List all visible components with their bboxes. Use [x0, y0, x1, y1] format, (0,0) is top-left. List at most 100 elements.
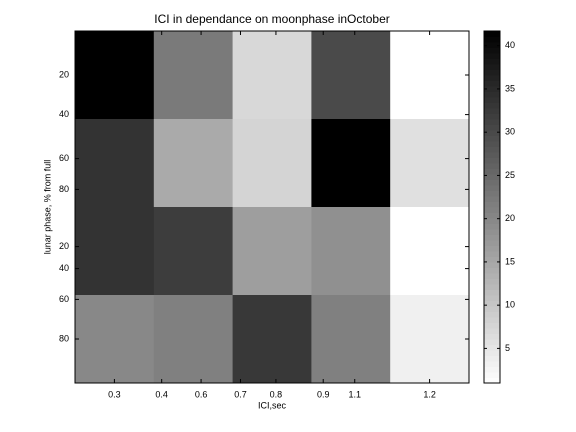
colorbar-step	[484, 289, 500, 296]
heatmap-cell	[75, 31, 155, 120]
colorbar-step	[484, 251, 500, 257]
colorbar-step	[484, 322, 500, 329]
heatmap-cell	[153, 295, 234, 384]
heatmap-cell	[232, 207, 312, 296]
colorbar-step	[484, 317, 500, 323]
x-tick-label: 0.3	[108, 389, 121, 399]
colorbar-step	[484, 361, 500, 367]
x-tick-label: 1.1	[348, 389, 361, 399]
colorbar-step	[484, 179, 500, 186]
colorbar-step	[484, 190, 500, 197]
x-tick-label: 0.4	[155, 389, 168, 399]
colorbar-step	[484, 201, 500, 208]
colorbar-step	[484, 58, 500, 65]
colorbar-step	[484, 223, 500, 230]
colorbar-step	[484, 328, 500, 334]
colorbar-step	[484, 256, 500, 263]
heatmap-cell	[153, 207, 234, 296]
colorbar-step	[484, 196, 500, 202]
colorbar-tick-label: 10	[505, 300, 515, 310]
colorbar-step	[484, 64, 500, 70]
colorbar-step	[484, 366, 500, 373]
colorbar-tick-label: 20	[505, 213, 515, 223]
heatmap-cell	[75, 119, 155, 208]
heatmap-cell	[232, 31, 312, 120]
colorbar-step	[484, 47, 500, 54]
colorbar-step	[484, 355, 500, 362]
colorbar-step	[484, 212, 500, 219]
colorbar-step	[484, 278, 500, 285]
colorbar-step	[484, 119, 500, 125]
y-axis-label: lunar phase, % from full	[42, 160, 52, 255]
heatmap-cell	[390, 207, 470, 296]
colorbar-step	[484, 152, 500, 158]
y-tick-label: 80	[59, 333, 69, 343]
colorbar-step	[484, 245, 500, 252]
colorbar-tick-label: 30	[505, 127, 515, 137]
colorbar-step	[484, 53, 500, 59]
y-tick-label: 40	[59, 109, 69, 119]
colorbar-step	[484, 350, 500, 356]
colorbar-step	[484, 234, 500, 241]
heatmap-cell	[311, 207, 391, 296]
x-tick-label: 0.6	[195, 389, 208, 399]
colorbar-step	[484, 267, 500, 274]
colorbar-tick-label: 25	[505, 170, 515, 180]
heatmap-cell	[311, 119, 391, 208]
heatmap-cell	[311, 295, 391, 384]
x-tick-label: 0.9	[317, 389, 330, 399]
colorbar-step	[484, 372, 500, 378]
colorbar-step	[484, 146, 500, 153]
colorbar-step	[484, 31, 500, 37]
colorbar-step	[484, 91, 500, 98]
heatmap-cell	[390, 295, 470, 384]
colorbar-step	[484, 240, 500, 246]
colorbar-step	[484, 333, 500, 340]
heatmap-cell	[153, 31, 234, 120]
y-tick-label: 60	[59, 153, 69, 163]
colorbar-step	[484, 80, 500, 87]
chart-title: ICI in dependance on moonphase inOctober	[154, 12, 390, 26]
heatmap-cell	[75, 295, 155, 384]
colorbar-step	[484, 108, 500, 114]
colorbar-frame	[483, 30, 501, 384]
colorbar-step	[484, 377, 500, 384]
colorbar-step	[484, 185, 500, 191]
colorbar-step	[484, 113, 500, 120]
colorbar-step	[484, 86, 500, 92]
colorbar-step	[484, 130, 500, 136]
colorbar-step	[484, 300, 500, 307]
heatmap-cell	[153, 119, 234, 208]
colorbar-step	[484, 168, 500, 175]
colorbar-step	[484, 97, 500, 103]
x-tick-label: 0.7	[234, 389, 247, 399]
colorbar-step	[484, 311, 500, 318]
colorbar-step	[484, 135, 500, 142]
heatmap-cell	[390, 119, 470, 208]
colorbar-step	[484, 102, 500, 109]
colorbar-tick-label: 15	[505, 256, 515, 266]
colorbar-step	[484, 75, 500, 81]
colorbar-step	[484, 339, 500, 345]
y-tick-label: 40	[59, 263, 69, 273]
x-tick-label: 0.8	[270, 389, 283, 399]
colorbar-step	[484, 295, 500, 301]
colorbar-step	[484, 306, 500, 312]
heatmap-cell	[390, 31, 470, 120]
colorbar-step	[484, 174, 500, 180]
y-tick-label: 20	[59, 69, 69, 79]
heatmap-cell	[311, 31, 391, 120]
colorbar-step	[484, 207, 500, 213]
y-tick-label: 60	[59, 294, 69, 304]
colorbar-step	[484, 262, 500, 268]
colorbar-step	[484, 229, 500, 235]
colorbar-step	[484, 42, 500, 48]
heatmap-cell	[232, 119, 312, 208]
colorbar-tick-label: 40	[505, 40, 515, 50]
colorbar-step	[484, 273, 500, 279]
colorbar-step	[484, 124, 500, 131]
x-axis-label: ICI,sec	[258, 400, 287, 410]
colorbar-step	[484, 218, 500, 224]
colorbar-step	[484, 36, 500, 43]
